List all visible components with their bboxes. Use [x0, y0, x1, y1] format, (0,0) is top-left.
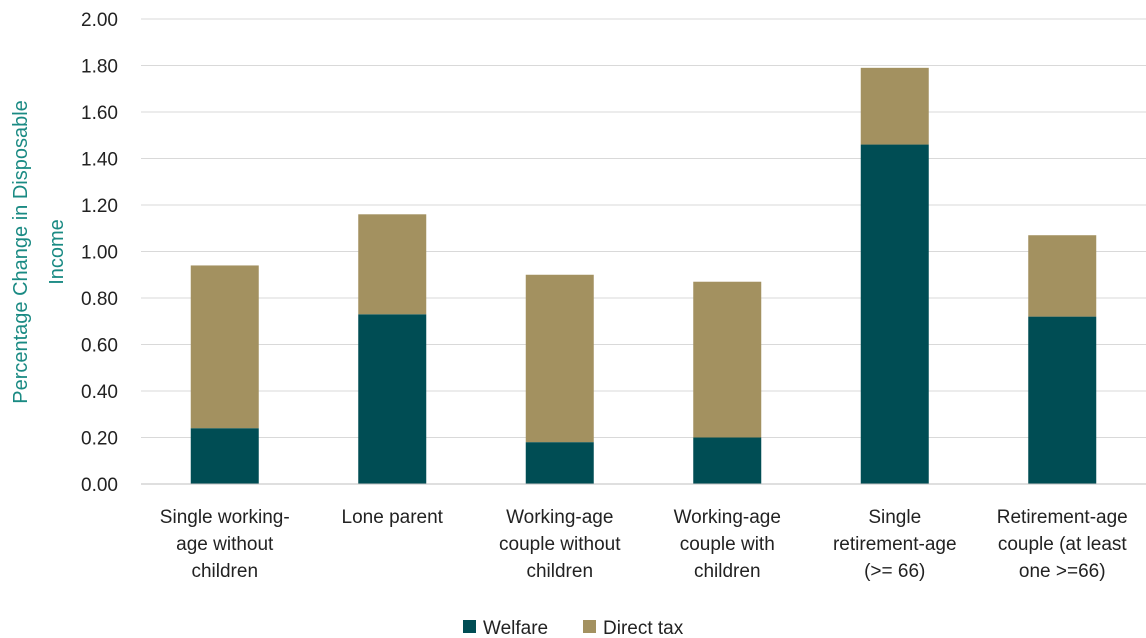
y-tick-label: 1.60 — [81, 103, 118, 124]
category-label: Retirement-age couple (at least one >=66) — [997, 507, 1128, 582]
legend: Welfare Direct tax — [463, 618, 684, 638]
y-tick-label: 1.40 — [81, 150, 118, 171]
y-tick-label: 0.60 — [81, 336, 118, 357]
y-tick-label: 2.00 — [81, 10, 118, 31]
bar-welfare — [190, 428, 259, 484]
category-label: Single retirement-age (>= 66) — [833, 507, 957, 582]
y-axis-title-text: Percentage Change in Disposable Income — [10, 100, 68, 404]
y-axis-ticks: 0.00 0.20 0.40 0.60 0.80 1.00 1.20 1.40 1.60 1.80… — [81, 10, 118, 496]
bar-welfare — [1028, 316, 1097, 484]
category-label: Single working-age without children — [160, 507, 290, 582]
legend-swatch — [463, 620, 476, 633]
legend-label: Direct tax — [603, 618, 684, 638]
bar-welfare — [358, 314, 427, 484]
y-tick-label: 0.00 — [81, 475, 118, 496]
y-tick-label: 0.40 — [81, 382, 118, 403]
y-tick-label: 0.20 — [81, 429, 118, 450]
category-label: Lone parent — [342, 507, 444, 528]
gridlines — [141, 18, 1146, 438]
bar-direct-tax — [525, 274, 594, 443]
category-label: Working-age couple with children — [674, 507, 781, 582]
y-tick-label: 1.20 — [81, 196, 118, 217]
bar-direct-tax — [190, 265, 259, 429]
y-axis-title: Percentage Change in Disposable Income — [10, 100, 68, 404]
bar-direct-tax — [860, 67, 929, 145]
bar-welfare — [693, 437, 762, 484]
bar-direct-tax — [1028, 235, 1097, 317]
bar-welfare — [525, 442, 594, 484]
legend-label: Welfare — [483, 618, 548, 638]
bar-direct-tax — [358, 214, 427, 315]
y-tick-label: 1.80 — [81, 57, 118, 78]
bar-direct-tax — [693, 281, 762, 438]
y-tick-label: 1.00 — [81, 243, 118, 264]
category-labels: Single working-age without children Lone p… — [160, 507, 1128, 582]
legend-swatch — [583, 620, 596, 633]
bars — [190, 67, 1097, 485]
bar-welfare — [860, 144, 929, 485]
y-tick-label: 0.80 — [81, 289, 118, 310]
category-label: Working-age couple without children — [499, 507, 621, 582]
